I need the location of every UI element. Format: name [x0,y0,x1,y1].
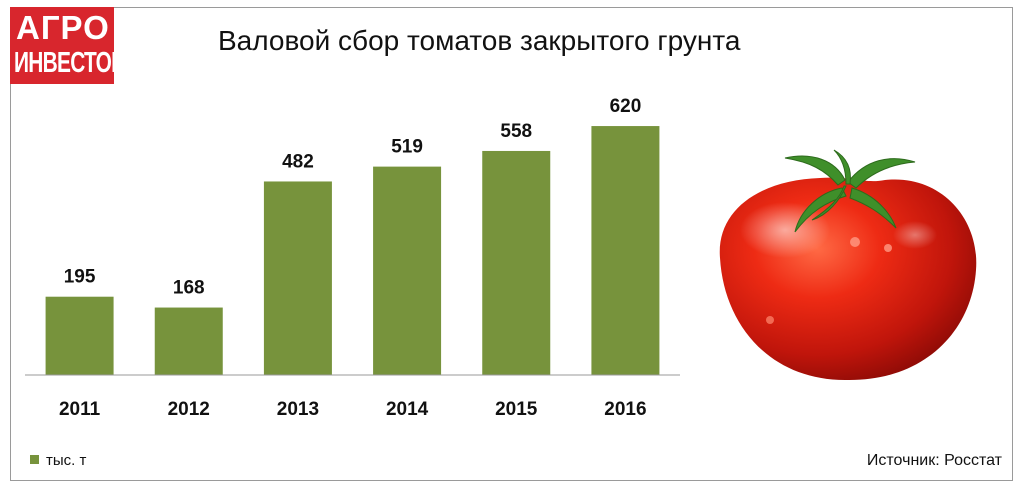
data-label: 620 [610,96,642,117]
agroinvestor-logo: АГРО ИНВЕСТОР [10,7,114,84]
legend-label: тыс. т [46,452,87,469]
legend: тыс. т [30,452,86,469]
x-tick-label: 2013 [277,399,319,420]
bar [591,126,660,375]
bar [373,166,442,375]
bar [45,296,114,375]
x-tick-label: 2011 [59,399,101,420]
tomato-image [719,149,977,381]
data-label: 482 [282,151,314,172]
legend-swatch [30,455,39,464]
data-label: 519 [391,137,423,158]
logo-line-2: ИНВЕСТОР [14,47,114,79]
chart-title: Валовой сбор томатов закрытого грунта [218,25,741,56]
bar [263,181,332,375]
x-tick-label: 2015 [495,399,538,420]
source-note: Источник: Росстат [866,452,1002,469]
data-label: 168 [173,278,205,299]
x-tick-label: 2016 [604,399,646,420]
bar [482,150,551,375]
data-label: 195 [64,267,96,288]
x-tick-label: 2012 [168,399,210,420]
x-tick-label: 2014 [386,399,429,420]
data-label: 558 [500,121,532,142]
logo-line-1: АГРО [16,9,110,46]
bar [154,307,223,375]
